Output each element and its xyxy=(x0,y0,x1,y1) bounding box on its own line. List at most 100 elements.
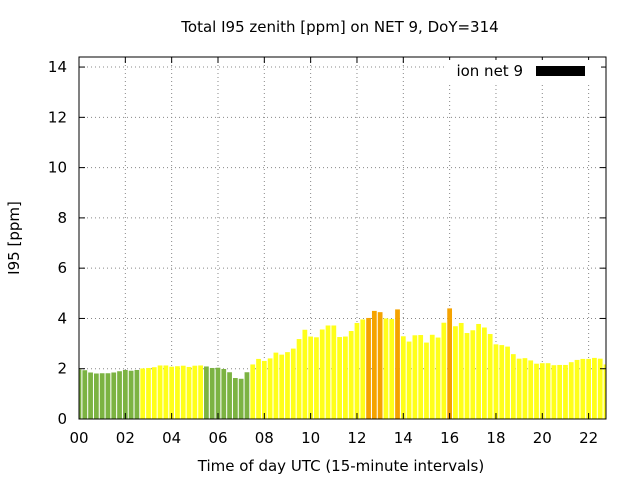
bar xyxy=(389,318,395,419)
x-tick-label: 20 xyxy=(533,429,552,447)
x-tick-label: 08 xyxy=(255,429,274,447)
bar xyxy=(134,369,140,419)
bar xyxy=(290,348,296,419)
bar xyxy=(325,325,331,419)
bar xyxy=(331,325,337,419)
bar xyxy=(244,372,250,419)
bar xyxy=(476,323,481,419)
bar xyxy=(574,359,580,419)
chart-title: Total I95 zenith [ppm] on NET 9, DoY=314 xyxy=(180,18,498,36)
y-tick-label: 6 xyxy=(57,259,67,277)
bar xyxy=(209,367,215,419)
bar xyxy=(592,357,597,419)
y-tick-labels: 0 2 4 6 8 10 12 14 xyxy=(48,58,67,428)
legend: ion net 9 xyxy=(446,60,601,82)
bar xyxy=(79,369,82,419)
bar xyxy=(528,360,534,419)
bar xyxy=(563,364,568,419)
x-tick-label: 00 xyxy=(69,429,88,447)
bar xyxy=(453,326,458,419)
bar xyxy=(88,372,93,419)
bar xyxy=(366,317,371,419)
legend-label: ion net 9 xyxy=(456,62,523,80)
x-tick-label: 18 xyxy=(486,429,505,447)
x-tick-label: 22 xyxy=(579,429,598,447)
bar xyxy=(99,373,105,419)
plot-frame xyxy=(78,56,607,420)
bar xyxy=(140,368,146,419)
x-tick-label: 04 xyxy=(162,429,181,447)
bar xyxy=(314,337,319,419)
bar xyxy=(169,366,175,419)
bar xyxy=(377,312,383,419)
bar xyxy=(186,366,192,419)
x-axis-label: Time of day UTC (15-minute intervals) xyxy=(197,457,484,475)
bar xyxy=(522,358,528,419)
x-tick-label: 06 xyxy=(208,429,227,447)
bar xyxy=(539,363,545,419)
bar xyxy=(493,344,499,419)
bar xyxy=(435,337,441,419)
bar xyxy=(580,358,586,419)
bar xyxy=(117,371,122,419)
bar xyxy=(157,365,163,419)
x-tick-label: 16 xyxy=(440,429,459,447)
bar xyxy=(395,309,400,419)
bar xyxy=(175,366,180,419)
bar xyxy=(603,364,606,419)
bar xyxy=(458,322,464,419)
bar xyxy=(82,370,88,419)
bar xyxy=(487,334,493,419)
bar xyxy=(146,367,151,419)
bar xyxy=(348,331,354,419)
bar xyxy=(151,367,157,419)
bar xyxy=(296,339,302,419)
y-axis-label: I95 [ppm] xyxy=(5,201,23,275)
bar xyxy=(534,363,539,419)
y-tick-label: 0 xyxy=(57,410,67,428)
bar xyxy=(424,342,429,419)
x-tick-label: 02 xyxy=(116,429,135,447)
bar xyxy=(482,327,487,419)
bar xyxy=(180,365,186,419)
bar xyxy=(464,333,470,419)
x-tick-label: 10 xyxy=(301,429,320,447)
y-tick-label: 12 xyxy=(48,108,67,126)
bar xyxy=(285,352,290,419)
bar xyxy=(227,372,232,419)
bar xyxy=(343,336,348,419)
x-tick-label: 14 xyxy=(394,429,413,447)
bar xyxy=(198,365,203,419)
bar xyxy=(499,345,505,419)
bar xyxy=(221,368,227,419)
x-tick-labels: 00 02 04 06 08 10 12 14 16 18 20 22 xyxy=(69,429,598,447)
bar xyxy=(441,322,447,419)
bar xyxy=(308,336,314,419)
bar xyxy=(279,354,285,419)
tick-marks xyxy=(78,57,606,420)
bar xyxy=(586,358,592,419)
bar xyxy=(204,366,209,419)
bar xyxy=(447,308,453,419)
bar xyxy=(557,364,563,419)
bar xyxy=(163,365,169,419)
bar xyxy=(597,358,603,419)
bar xyxy=(360,319,366,419)
bar xyxy=(568,362,574,419)
bar xyxy=(418,335,424,419)
bar xyxy=(400,336,406,419)
bar xyxy=(412,335,418,419)
bar xyxy=(371,310,377,419)
bar xyxy=(267,358,273,419)
legend-background xyxy=(446,60,601,82)
bar xyxy=(383,318,389,419)
bar xyxy=(93,373,99,419)
bar xyxy=(273,352,279,419)
bar xyxy=(128,370,134,419)
bar xyxy=(337,337,342,419)
bar xyxy=(122,369,128,419)
bar xyxy=(105,373,111,419)
y-tick-label: 14 xyxy=(48,58,67,76)
